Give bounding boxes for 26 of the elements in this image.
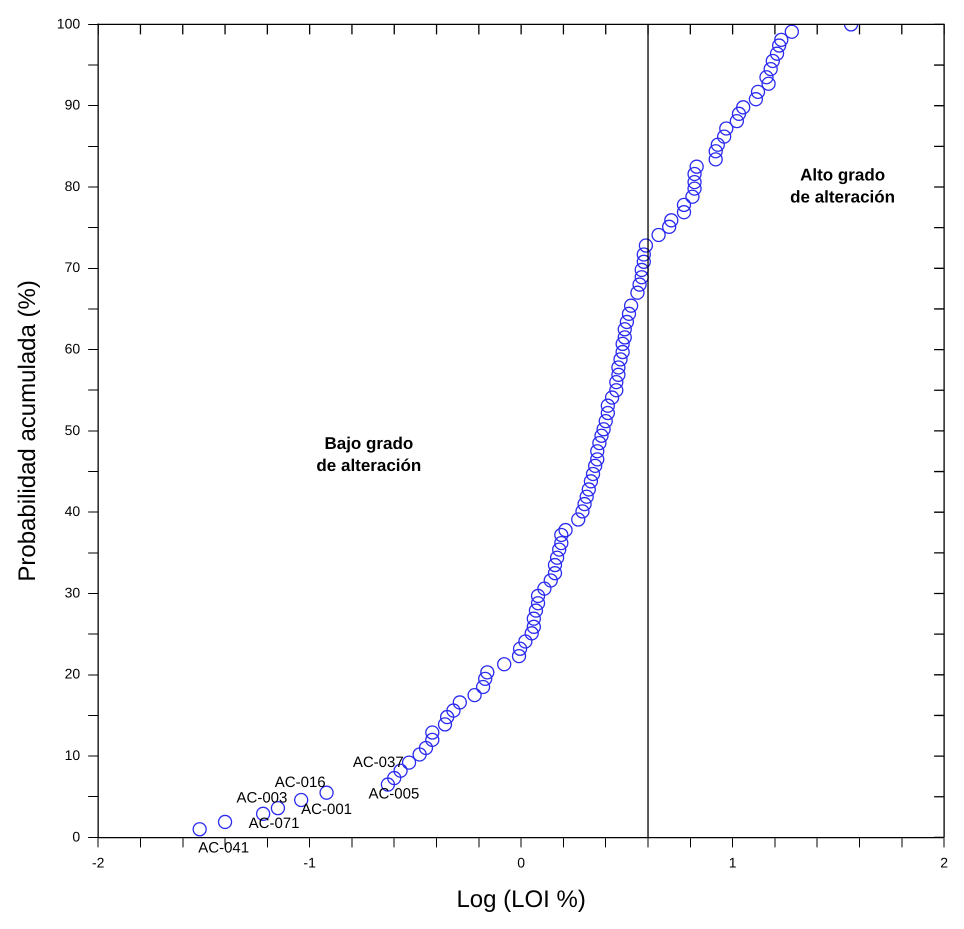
y-tick-label: 0 [72, 828, 80, 844]
y-tick-label: 30 [64, 584, 80, 600]
annotation: Alto grado de alteración [790, 166, 896, 207]
annotation: AC-041 [198, 839, 250, 856]
y-tick-label: 50 [64, 422, 80, 438]
x-axis-title: Log (LOI %) [456, 886, 586, 914]
y-tick-label: 70 [64, 259, 80, 276]
y-axis-title: Probabilidad acumulada (%) [14, 280, 42, 582]
y-tick-label: 80 [64, 178, 80, 194]
annotation: AC-071 [248, 815, 300, 832]
y-tick-label: 40 [64, 503, 80, 520]
annotation: AC-003 [236, 789, 288, 806]
x-tick-label: 2 [940, 854, 948, 871]
x-tick-label: -1 [303, 854, 316, 871]
y-tick-label: 90 [64, 96, 80, 113]
annotation: Bajo grado de alteración [316, 434, 422, 475]
y-tick-label: 20 [64, 666, 80, 682]
x-tick-label: 1 [728, 854, 737, 871]
y-tick-label: 60 [64, 340, 80, 356]
annotation: AC-001 [301, 800, 352, 818]
y-tick-label: 100 [56, 15, 80, 32]
annotation: AC-005 [368, 786, 420, 803]
x-tick-label: 0 [517, 854, 526, 871]
y-tick-label: 10 [64, 746, 80, 763]
x-tick-label: -2 [92, 854, 105, 871]
annotation: AC-016 [274, 774, 326, 792]
